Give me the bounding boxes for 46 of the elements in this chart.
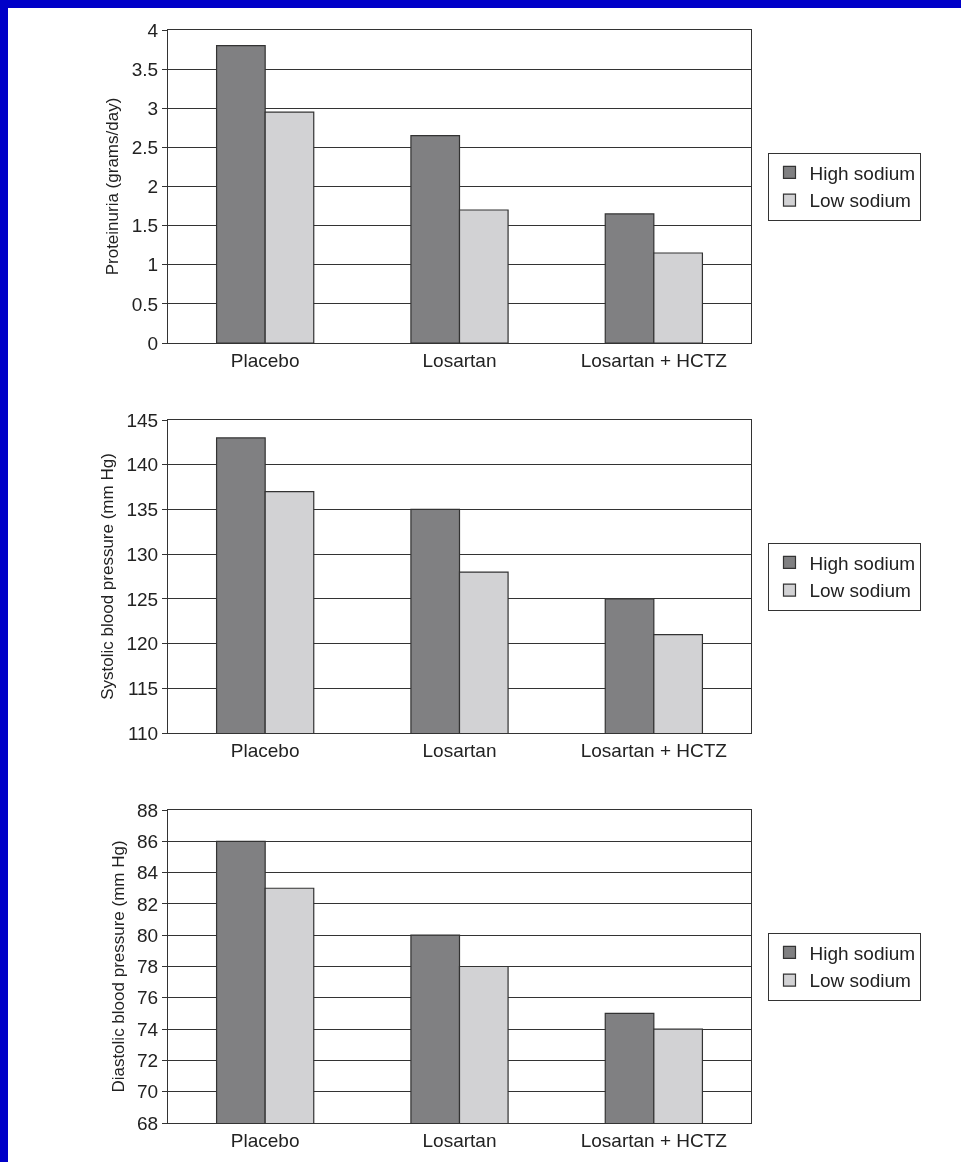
- y-tick-label: 1.5: [131, 215, 159, 237]
- x-tick-label: Losartan: [422, 1129, 497, 1151]
- legend-label: High sodium: [809, 162, 916, 184]
- y-tick-label: 80: [137, 924, 159, 946]
- y-tick-label: 120: [126, 633, 159, 655]
- y-tick-label: 130: [126, 543, 159, 565]
- y-tick-label: 1: [147, 254, 159, 276]
- y-tick-label: 3.5: [131, 58, 159, 80]
- legend-label: Low sodium: [809, 190, 911, 212]
- legend-label: Low sodium: [809, 970, 911, 992]
- legend-label: High sodium: [809, 552, 916, 574]
- y-tick-label: 3: [147, 97, 159, 119]
- y-tick-label: 125: [126, 588, 159, 610]
- y-axis-title: Systolic blood pressure (mm Hg): [98, 453, 118, 700]
- y-axis-title: Diastolic blood pressure (mm Hg): [108, 840, 128, 1093]
- y-tick-label: 110: [127, 722, 159, 744]
- x-tick-label: Placebo: [230, 349, 300, 371]
- y-tick-label: 72: [137, 1050, 159, 1072]
- y-tick-label: 74: [137, 1018, 159, 1040]
- y-tick-label: 115: [127, 677, 159, 699]
- y-tick-label: 76: [137, 987, 159, 1009]
- x-tick-label: Losartan + HCTZ: [580, 1129, 728, 1151]
- y-tick-label: 0.5: [131, 293, 159, 315]
- x-tick-label: Losartan + HCTZ: [580, 349, 728, 371]
- y-tick-label: 140: [126, 454, 159, 476]
- y-tick-label: 88: [137, 799, 159, 821]
- legend-label: Low sodium: [809, 580, 911, 602]
- x-tick-label: Placebo: [230, 1129, 300, 1151]
- y-tick-label: 86: [137, 830, 159, 852]
- y-tick-label: 4: [147, 19, 159, 41]
- y-tick-label: 145: [126, 409, 159, 431]
- x-tick-label: Losartan + HCTZ: [580, 739, 728, 761]
- y-axis-title: Proteinuria (grams/day): [103, 97, 123, 276]
- y-tick-label: 82: [137, 893, 159, 915]
- x-tick-label: Losartan: [422, 739, 497, 761]
- y-tick-label: 68: [137, 1112, 159, 1134]
- y-tick-label: 78: [137, 956, 159, 978]
- y-tick-label: 84: [137, 862, 159, 884]
- y-tick-label: 70: [137, 1081, 159, 1103]
- y-tick-label: 135: [126, 499, 159, 521]
- y-tick-label: 2: [147, 176, 159, 198]
- y-tick-label: 2.5: [131, 137, 159, 159]
- x-tick-label: Losartan: [422, 349, 497, 371]
- x-tick-label: Placebo: [230, 739, 300, 761]
- legend-label: High sodium: [809, 942, 916, 964]
- y-tick-label: 0: [147, 332, 159, 354]
